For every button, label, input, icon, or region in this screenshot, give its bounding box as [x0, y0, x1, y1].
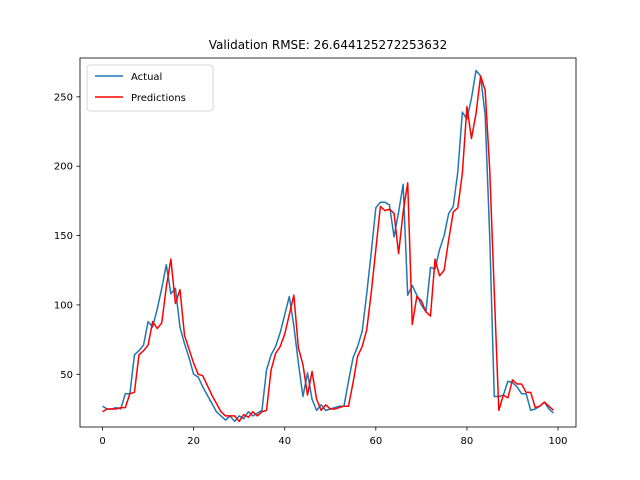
- legend: Actual Predictions: [86, 64, 214, 112]
- x-axis: 0 20 40 60 80 100: [99, 427, 568, 447]
- x-tick-label: 100: [548, 436, 567, 447]
- y-tick-label: 150: [54, 231, 73, 242]
- x-tick-label: 20: [187, 436, 200, 447]
- x-tick-label: 80: [461, 436, 474, 447]
- y-tick-label: 250: [54, 92, 73, 103]
- plot-area: [80, 58, 576, 427]
- y-tick-label: 50: [60, 370, 73, 381]
- legend-label-actual: Actual: [131, 72, 162, 83]
- x-tick-label: 0: [99, 436, 105, 447]
- legend-label-predictions: Predictions: [131, 93, 186, 104]
- series-line-actual: [102, 69, 554, 423]
- x-tick-label: 60: [369, 436, 382, 447]
- y-axis: 50 100 150 200 250: [54, 92, 80, 381]
- chart-title: Validation RMSE: 26.644125272253632: [209, 38, 447, 52]
- series-layer: [102, 69, 554, 423]
- x-tick-label: 40: [278, 436, 291, 447]
- series-line-predictions: [102, 75, 554, 423]
- plot-frame: [79, 57, 577, 428]
- y-tick-label: 100: [54, 300, 73, 311]
- y-tick-label: 200: [54, 162, 73, 173]
